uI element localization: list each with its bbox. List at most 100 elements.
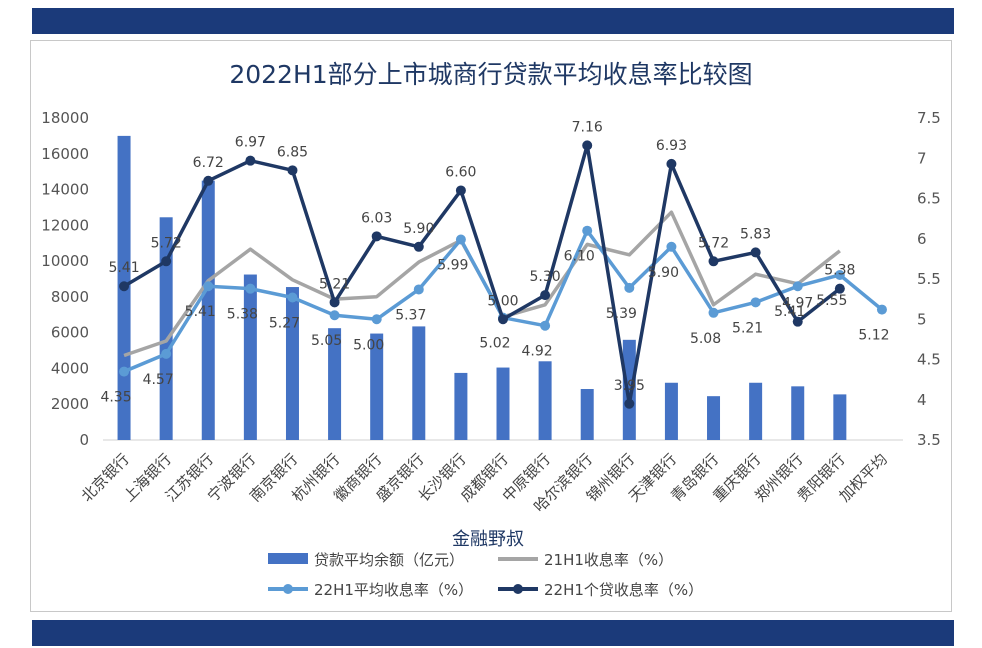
bar	[538, 361, 552, 440]
legend-item: 贷款平均余额（亿元）	[268, 551, 464, 569]
data-label: 6.72	[193, 155, 224, 171]
series-point	[413, 241, 424, 252]
data-label: 6.10	[564, 249, 595, 265]
axes: 0 2000 4000 6000 8000 10000 12000 14000 16000 180…	[41, 109, 941, 449]
chart-title: 2022H1部分上市城商行贷款平均收息率比较图	[229, 60, 752, 89]
data-label: 5.00	[487, 293, 518, 309]
left-axis-tick: 10000	[41, 252, 89, 270]
data-label: 7.16	[572, 119, 603, 135]
legend-swatch	[268, 553, 308, 564]
series-point	[371, 231, 382, 242]
data-label: 5.72	[698, 235, 729, 251]
data-label: 4.92	[522, 344, 553, 360]
series-point	[582, 225, 593, 236]
series-point	[329, 297, 340, 308]
right-axis-tick: 4	[917, 391, 927, 409]
right-axis-tick: 7.5	[917, 109, 941, 127]
left-axis-tick: 12000	[41, 216, 89, 234]
series-point	[329, 310, 340, 321]
series-point	[750, 247, 761, 258]
top-banner	[32, 8, 954, 34]
legend-label: 22H1平均收息率（%）	[314, 581, 473, 599]
legend: 贷款平均余额（亿元） 21H1收息率（%） 22H1平均收息率（%） 22H1个贷收息…	[268, 551, 703, 599]
left-axis-tick: 8000	[51, 288, 89, 306]
left-axis-tick: 0	[79, 431, 89, 449]
series-point	[624, 282, 635, 293]
legend-label: 贷款平均余额（亿元）	[314, 551, 464, 569]
data-label: 6.03	[361, 210, 392, 226]
data-label: 5.12	[858, 328, 889, 344]
bottom-banner	[32, 620, 954, 646]
data-label: 6.97	[235, 135, 266, 151]
bar	[370, 333, 384, 440]
data-label: 5.83	[740, 226, 771, 242]
data-label: 5.30	[530, 269, 561, 285]
series-point	[666, 241, 677, 252]
bar	[159, 217, 173, 440]
legend-item: 22H1平均收息率（%）	[268, 581, 473, 599]
x-axis-title: 金融野叔	[452, 529, 524, 550]
data-label: 5.38	[227, 307, 258, 323]
right-axis-tick: 4.5	[917, 351, 941, 369]
series-point	[287, 292, 298, 303]
series-point	[540, 290, 551, 301]
series-point	[161, 348, 172, 359]
bar	[580, 389, 594, 440]
series-point	[119, 366, 130, 377]
series-point	[413, 284, 424, 295]
data-labels: 4.35 4.57 5.41 5.38 5.27 5.05 5.00 5.37 5.99 5.02…	[100, 119, 889, 405]
series-point	[371, 314, 382, 325]
data-label: 5.72	[151, 235, 182, 251]
bar	[622, 339, 636, 440]
legend-item: 22H1个贷收息率（%）	[498, 581, 703, 599]
left-axis-tick: 16000	[41, 145, 89, 163]
series-point	[203, 175, 214, 186]
series-point	[708, 307, 719, 318]
series-point	[666, 158, 677, 169]
data-label: 5.05	[311, 333, 342, 349]
data-label: 5.39	[606, 306, 637, 322]
legend-marker	[513, 584, 523, 594]
series-point	[582, 140, 593, 151]
right-axis-tick: 6	[917, 230, 927, 248]
series-point	[792, 316, 803, 327]
data-label: 5.41	[185, 304, 216, 320]
left-axis-tick: 18000	[41, 109, 89, 127]
category-labels: 北京银行上海银行江苏银行宁波银行南京银行杭州银行徽商银行盛京银行长沙银行成都银行…	[78, 450, 891, 516]
data-label: 5.02	[479, 336, 510, 352]
data-label: 4.57	[143, 372, 174, 388]
bar	[285, 287, 299, 440]
data-label: 6.93	[656, 138, 687, 154]
data-label: 5.99	[437, 258, 468, 274]
data-label: 4.35	[100, 390, 131, 406]
left-axis-tick: 4000	[51, 359, 89, 377]
right-axis-tick: 5	[917, 310, 927, 328]
left-axis-tick: 2000	[51, 395, 89, 413]
series-point	[245, 155, 256, 166]
bar	[664, 382, 678, 440]
chart-frame	[30, 40, 952, 612]
bar	[749, 382, 763, 440]
data-label: 5.90	[403, 221, 434, 237]
data-label: 6.60	[445, 164, 476, 180]
series-point	[455, 234, 466, 245]
data-label: 5.41	[108, 260, 139, 276]
bar	[454, 372, 468, 440]
data-label: 5.08	[690, 331, 721, 347]
series-point	[498, 314, 508, 325]
series-point	[119, 281, 130, 292]
data-label: 5.00	[353, 337, 384, 353]
bar	[328, 328, 342, 440]
series-point	[540, 320, 551, 331]
bar	[833, 394, 847, 440]
data-label: 5.27	[269, 316, 300, 332]
bar	[243, 274, 257, 440]
data-label: 5.41	[774, 304, 805, 320]
right-axis-tick: 7	[917, 149, 927, 167]
bar	[707, 396, 721, 440]
legend-label: 21H1收息率（%）	[544, 551, 673, 569]
series-point	[750, 297, 761, 308]
data-label: 3.95	[614, 378, 645, 394]
series-point	[792, 281, 803, 292]
